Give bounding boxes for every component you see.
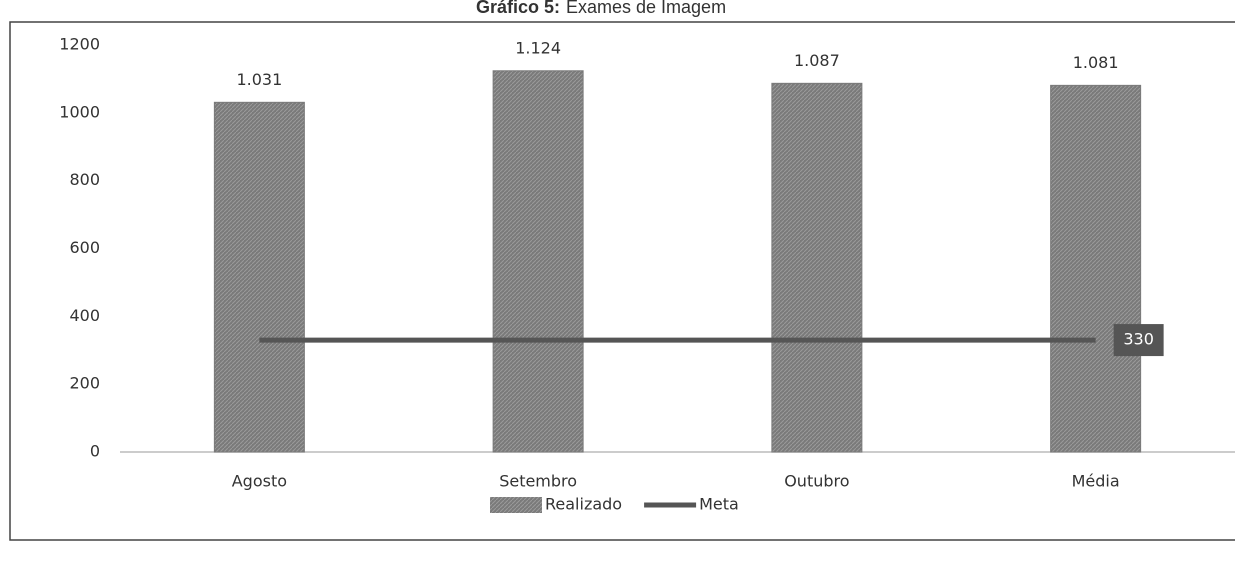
y-tick-label: 200 [69,374,100,393]
data-label-box [1113,324,1164,357]
data-label: 1.087 [794,51,840,70]
legend-label: Meta [699,495,739,514]
chart-title: Exames de Imagem [566,0,726,17]
bar [492,70,584,453]
y-tick-label: 800 [69,170,100,189]
y-tick-label: 1000 [59,102,100,121]
bar [771,82,863,453]
bar [213,101,305,453]
bar [1050,84,1142,453]
x-tick-label: Outubro [784,472,849,491]
data-label: 1.081 [1073,53,1119,72]
legend-swatch [490,497,542,513]
x-tick-label: Agosto [232,472,287,491]
chart-title-prefix: Gráfico 5: [476,0,560,17]
x-tick-label: Setembro [499,472,577,491]
y-tick-label: 400 [69,306,100,325]
data-label: 330 [1123,330,1154,349]
x-tick-label: Média [1072,472,1120,491]
data-label: 1.031 [236,70,282,89]
chart-border [9,21,1235,541]
y-tick-label: 1200 [59,35,100,54]
data-label: 1.124 [515,38,561,57]
legend-label: Realizado [545,495,622,514]
y-tick-label: 600 [69,238,100,257]
y-tick-label: 0 [90,442,100,461]
